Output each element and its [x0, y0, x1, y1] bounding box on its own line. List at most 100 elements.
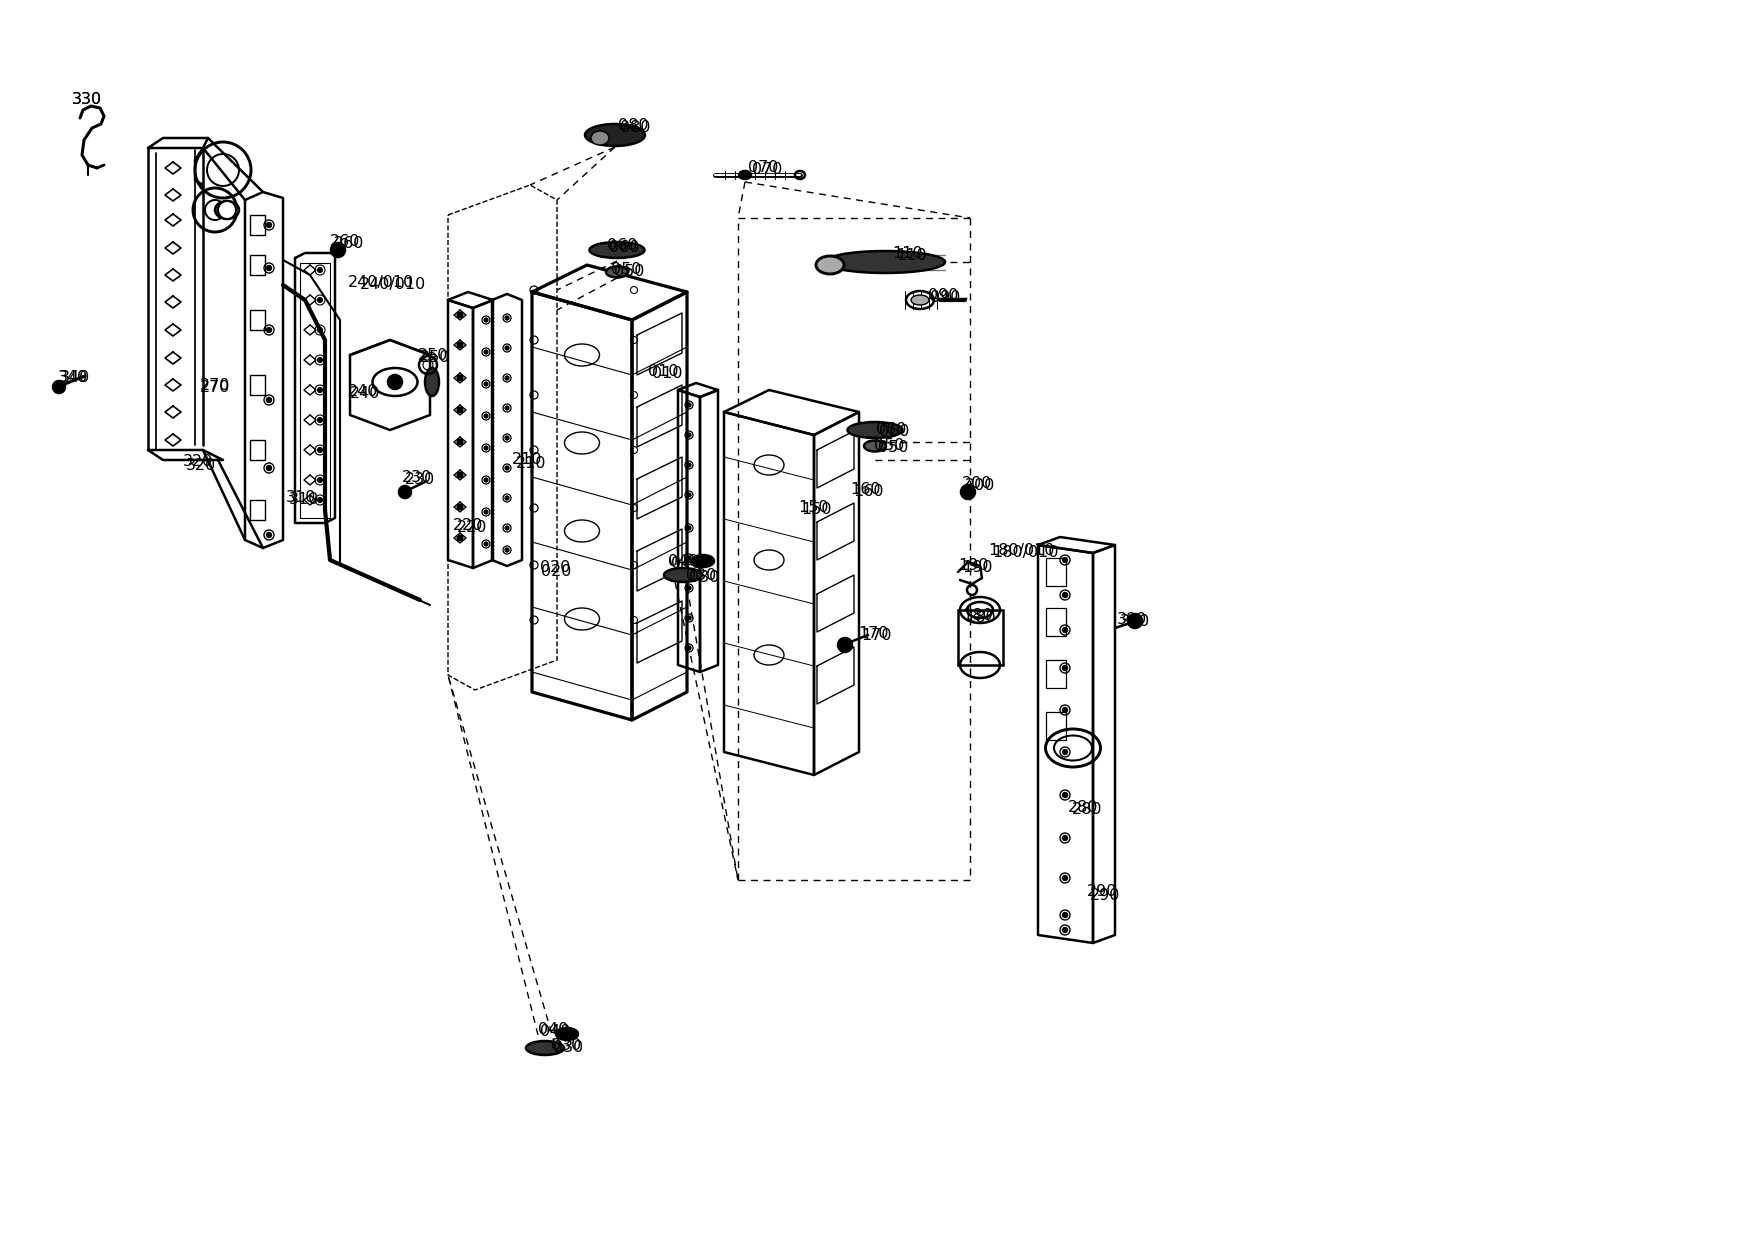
- Circle shape: [1063, 666, 1068, 671]
- Text: 290: 290: [1089, 888, 1121, 903]
- Text: 280: 280: [1072, 802, 1103, 817]
- Text: 060: 060: [607, 238, 637, 253]
- Circle shape: [505, 346, 509, 350]
- Bar: [1045, 608, 1066, 636]
- Circle shape: [53, 381, 65, 393]
- Text: 240: 240: [347, 384, 379, 399]
- Circle shape: [688, 463, 691, 467]
- Circle shape: [505, 496, 509, 500]
- Circle shape: [484, 382, 488, 386]
- Circle shape: [1063, 836, 1068, 841]
- Text: 340: 340: [60, 371, 89, 386]
- Text: 330: 330: [72, 93, 102, 108]
- Circle shape: [267, 398, 272, 403]
- Circle shape: [688, 587, 691, 590]
- Ellipse shape: [526, 1042, 565, 1055]
- Text: 270: 270: [200, 381, 230, 396]
- Circle shape: [1063, 627, 1068, 632]
- Text: 030: 030: [551, 1039, 581, 1054]
- Circle shape: [458, 342, 463, 348]
- Circle shape: [1063, 593, 1068, 598]
- Circle shape: [458, 439, 463, 445]
- Circle shape: [317, 387, 323, 393]
- Circle shape: [398, 486, 410, 498]
- Circle shape: [484, 350, 488, 353]
- Circle shape: [217, 201, 237, 219]
- Text: 280: 280: [1068, 801, 1098, 816]
- Circle shape: [1063, 558, 1068, 563]
- Text: 040: 040: [668, 554, 698, 569]
- Text: 010: 010: [647, 365, 679, 379]
- Text: 210: 210: [516, 455, 547, 470]
- Text: 160: 160: [851, 482, 881, 497]
- Text: 240: 240: [351, 387, 381, 402]
- Circle shape: [317, 327, 323, 332]
- Text: 250: 250: [419, 351, 451, 366]
- Text: 110: 110: [893, 247, 923, 262]
- Circle shape: [961, 485, 975, 498]
- Circle shape: [505, 316, 509, 320]
- Text: 230: 230: [402, 470, 431, 486]
- Bar: [251, 215, 265, 236]
- Ellipse shape: [865, 440, 886, 451]
- Circle shape: [484, 477, 488, 482]
- Ellipse shape: [556, 1028, 579, 1040]
- Circle shape: [388, 374, 402, 389]
- Circle shape: [484, 414, 488, 418]
- Circle shape: [1063, 708, 1068, 713]
- Circle shape: [1128, 614, 1142, 627]
- Ellipse shape: [591, 131, 609, 145]
- Ellipse shape: [738, 171, 751, 179]
- Text: 250: 250: [417, 348, 449, 363]
- Text: 030: 030: [686, 568, 716, 584]
- Ellipse shape: [605, 267, 628, 278]
- Ellipse shape: [824, 250, 945, 273]
- Text: 330: 330: [72, 93, 102, 108]
- Text: 270: 270: [200, 377, 230, 393]
- Text: 240/010: 240/010: [347, 274, 414, 289]
- Ellipse shape: [816, 255, 844, 274]
- Text: 050: 050: [614, 264, 644, 279]
- Bar: [251, 255, 265, 275]
- Text: 240/010: 240/010: [360, 277, 426, 291]
- Text: 020: 020: [540, 563, 572, 579]
- Text: 090: 090: [928, 288, 958, 303]
- Circle shape: [688, 433, 691, 436]
- Circle shape: [317, 448, 323, 453]
- Text: 320: 320: [182, 455, 214, 470]
- Circle shape: [317, 497, 323, 502]
- Ellipse shape: [665, 568, 702, 582]
- Text: 180: 180: [965, 610, 996, 625]
- Circle shape: [317, 268, 323, 273]
- Text: 320: 320: [186, 458, 216, 472]
- Bar: [251, 310, 265, 330]
- Circle shape: [317, 477, 323, 482]
- Text: 300: 300: [1117, 613, 1147, 627]
- Circle shape: [688, 556, 691, 560]
- Text: 080: 080: [619, 119, 651, 134]
- Text: 260: 260: [330, 234, 360, 249]
- Circle shape: [1063, 792, 1068, 797]
- Circle shape: [1063, 928, 1068, 932]
- Ellipse shape: [424, 368, 438, 396]
- Text: 210: 210: [512, 453, 542, 467]
- Text: 220: 220: [453, 517, 484, 532]
- Text: 110: 110: [896, 248, 926, 264]
- Text: 200: 200: [965, 479, 995, 494]
- Ellipse shape: [586, 124, 645, 146]
- Circle shape: [505, 548, 509, 552]
- Circle shape: [458, 472, 463, 477]
- Text: 010: 010: [652, 367, 682, 382]
- Circle shape: [688, 616, 691, 620]
- Circle shape: [484, 510, 488, 515]
- Text: 300: 300: [1121, 615, 1151, 630]
- Circle shape: [688, 646, 691, 650]
- Bar: [251, 374, 265, 396]
- Text: 070: 070: [747, 160, 779, 176]
- Text: 170: 170: [858, 625, 889, 641]
- Circle shape: [458, 407, 463, 413]
- Circle shape: [688, 403, 691, 407]
- Text: 080: 080: [617, 118, 649, 133]
- Circle shape: [458, 503, 463, 510]
- Text: 070: 070: [752, 162, 782, 177]
